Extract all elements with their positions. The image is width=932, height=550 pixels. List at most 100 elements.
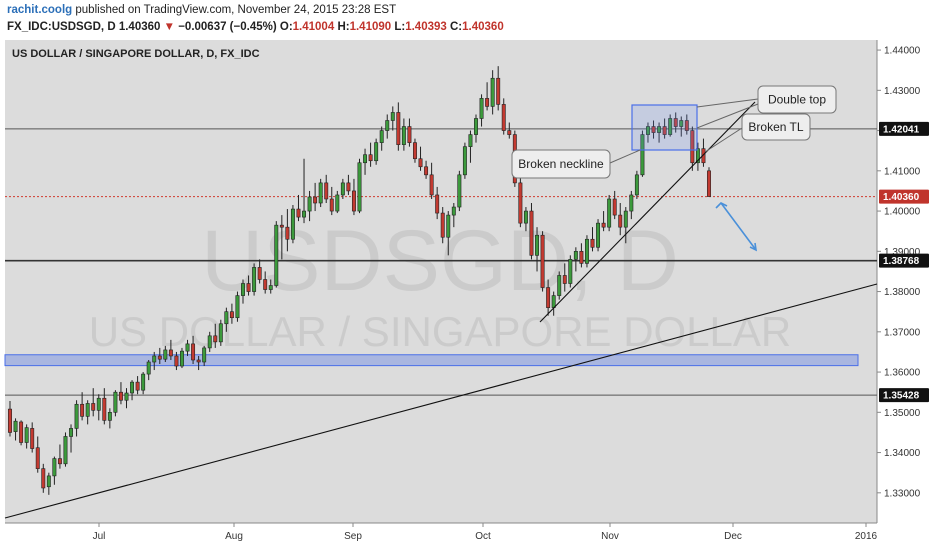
- candle-body[interactable]: [224, 311, 229, 325]
- candle-body[interactable]: [657, 126, 662, 133]
- candle-body[interactable]: [8, 408, 12, 433]
- candle-body[interactable]: [529, 210, 534, 256]
- candle-body[interactable]: [385, 120, 390, 131]
- candle-body[interactable]: [91, 403, 96, 411]
- callout-broken-tl[interactable]: Broken TL: [704, 113, 811, 153]
- candle-body[interactable]: [279, 224, 284, 228]
- candle-body[interactable]: [241, 283, 245, 296]
- candle-body[interactable]: [191, 343, 196, 361]
- candle-body[interactable]: [457, 174, 462, 208]
- candle-body[interactable]: [351, 190, 356, 212]
- candle-body[interactable]: [401, 126, 406, 145]
- candle-body[interactable]: [396, 112, 401, 145]
- candle-body[interactable]: [646, 126, 650, 135]
- candle-body[interactable]: [85, 403, 90, 417]
- candle-body[interactable]: [584, 238, 589, 264]
- candle-body[interactable]: [218, 323, 223, 343]
- candle-body[interactable]: [13, 420, 18, 432]
- candle-body[interactable]: [546, 287, 551, 308]
- candle-body[interactable]: [285, 226, 290, 240]
- candle-body[interactable]: [562, 275, 567, 284]
- candle-body[interactable]: [296, 208, 301, 218]
- candle-body[interactable]: [335, 194, 340, 212]
- candle-body[interactable]: [274, 224, 279, 286]
- candle-body[interactable]: [30, 428, 35, 449]
- candle-body[interactable]: [357, 162, 362, 212]
- candle-body[interactable]: [302, 210, 306, 218]
- candle-body[interactable]: [485, 98, 490, 107]
- candle-body[interactable]: [174, 355, 179, 367]
- candle-body[interactable]: [535, 234, 539, 256]
- candle-body[interactable]: [213, 335, 218, 343]
- candle-body[interactable]: [318, 182, 323, 204]
- candle-body[interactable]: [168, 349, 173, 357]
- candle-body[interactable]: [429, 174, 434, 196]
- candle-body[interactable]: [324, 182, 329, 200]
- candle-body[interactable]: [80, 403, 85, 417]
- candle-body[interactable]: [501, 104, 506, 131]
- candle-body[interactable]: [440, 212, 445, 238]
- candle-body[interactable]: [684, 120, 689, 131]
- candle-body[interactable]: [523, 210, 528, 224]
- candle-body[interactable]: [568, 259, 573, 284]
- candle-body[interactable]: [329, 198, 334, 212]
- candle-body[interactable]: [540, 234, 545, 288]
- candle-body[interactable]: [113, 391, 118, 413]
- candle-body[interactable]: [596, 222, 601, 248]
- candle-body[interactable]: [52, 458, 57, 477]
- candle-body[interactable]: [374, 142, 379, 162]
- candle-body[interactable]: [623, 210, 628, 228]
- candle-body[interactable]: [601, 222, 606, 228]
- candle-body[interactable]: [63, 436, 68, 465]
- candle-body[interactable]: [590, 238, 595, 248]
- broken-trendline[interactable]: [539, 101, 756, 323]
- candle-body[interactable]: [490, 77, 495, 107]
- candle-body[interactable]: [368, 154, 373, 162]
- candle-body[interactable]: [507, 130, 512, 135]
- candle-body[interactable]: [390, 112, 395, 121]
- candle-body[interactable]: [146, 361, 151, 375]
- callout-broken-neckline[interactable]: Broken neckline: [511, 149, 641, 179]
- candle-body[interactable]: [41, 468, 46, 489]
- candle-body[interactable]: [413, 142, 417, 160]
- author-link[interactable]: rachit.coolg: [7, 4, 73, 16]
- candle-body[interactable]: [19, 421, 24, 443]
- candle-body[interactable]: [130, 381, 135, 394]
- candle-body[interactable]: [102, 397, 107, 421]
- candle-body[interactable]: [607, 198, 612, 228]
- candle-body[interactable]: [407, 126, 412, 143]
- candle-body[interactable]: [695, 148, 700, 164]
- candle-body[interactable]: [118, 391, 123, 401]
- candle-body[interactable]: [290, 208, 295, 240]
- candle-body[interactable]: [313, 196, 318, 204]
- candle-body[interactable]: [346, 182, 351, 192]
- candle-body[interactable]: [57, 458, 62, 465]
- candle-body[interactable]: [135, 381, 140, 391]
- candle-body[interactable]: [69, 428, 73, 437]
- candle-body[interactable]: [424, 166, 429, 176]
- candle-body[interactable]: [107, 412, 112, 421]
- candle-body[interactable]: [235, 295, 240, 319]
- candle-body[interactable]: [551, 295, 556, 308]
- candle-body[interactable]: [462, 146, 467, 176]
- candle-body[interactable]: [307, 196, 312, 212]
- double-top-box[interactable]: [631, 104, 698, 151]
- candle-body[interactable]: [640, 134, 645, 176]
- long-trendline[interactable]: [4, 283, 878, 519]
- candle-body[interactable]: [74, 403, 79, 429]
- candle-body[interactable]: [474, 118, 478, 135]
- candle-body[interactable]: [252, 267, 257, 292]
- candle-body[interactable]: [35, 447, 40, 469]
- candle-body[interactable]: [634, 174, 639, 196]
- candle-body[interactable]: [257, 267, 262, 280]
- candle-body[interactable]: [557, 275, 562, 296]
- candle-body[interactable]: [141, 373, 146, 391]
- candle-body[interactable]: [157, 355, 162, 360]
- candle-body[interactable]: [435, 194, 440, 214]
- candle-body[interactable]: [662, 126, 667, 135]
- candle-body[interactable]: [96, 397, 101, 411]
- candle-body[interactable]: [468, 134, 473, 147]
- candle-body[interactable]: [379, 130, 384, 143]
- candle-body[interactable]: [479, 98, 484, 119]
